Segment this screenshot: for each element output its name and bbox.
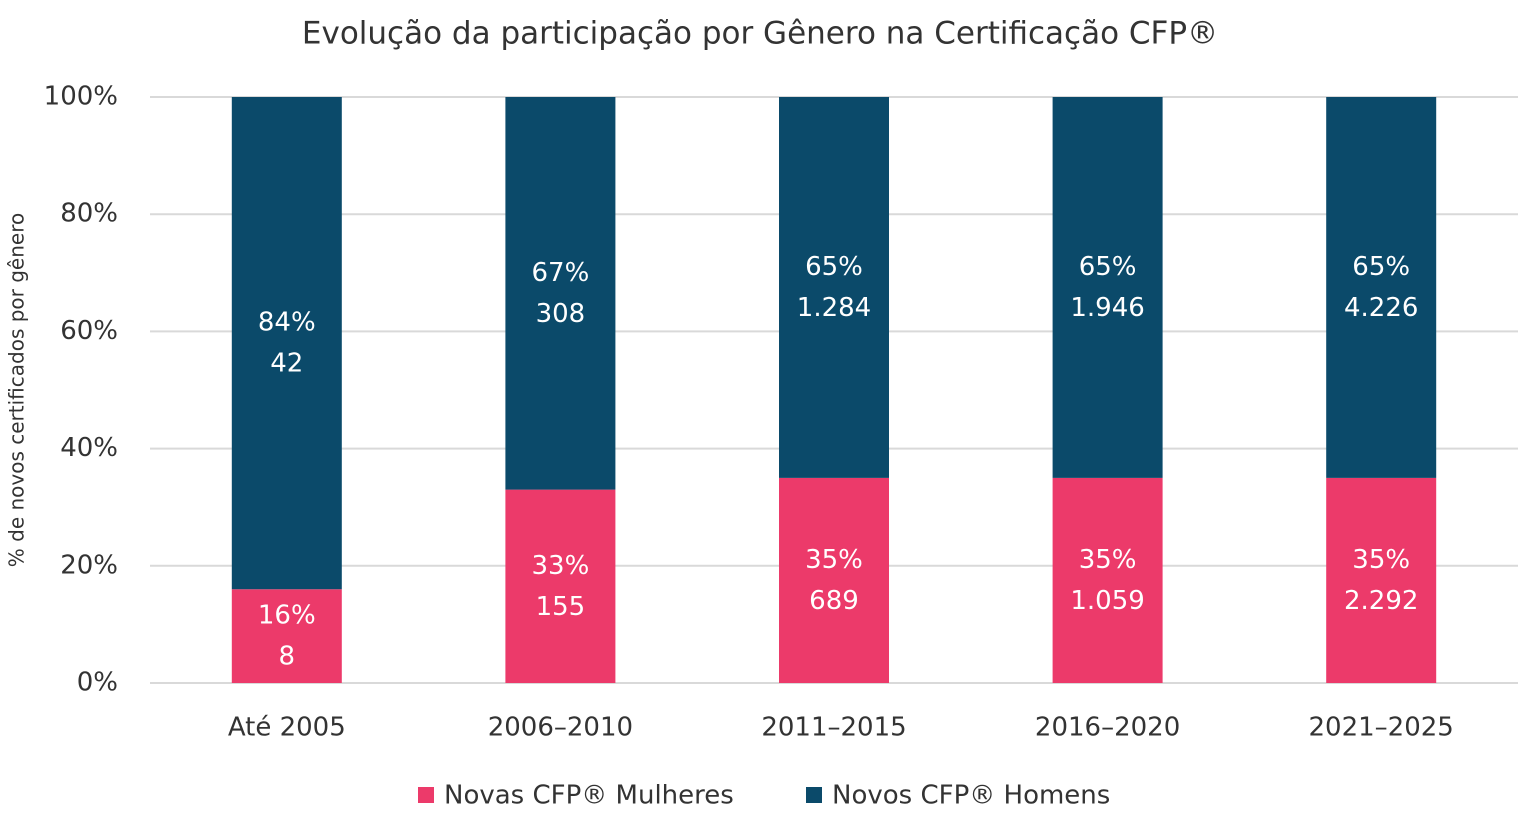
y-tick-label: 40%	[60, 433, 118, 463]
x-tick-label: Até 2005	[228, 713, 346, 743]
legend-label: Novos CFP® Homens	[832, 781, 1110, 811]
data-label: 67%	[532, 258, 590, 288]
count-label: 689	[809, 586, 859, 616]
data-label: 33%	[532, 551, 590, 581]
bar-segment	[505, 489, 616, 683]
legend-label: Novas CFP® Mulheres	[444, 781, 734, 811]
bar-segment	[1326, 97, 1437, 478]
y-tick-label: 80%	[60, 199, 118, 229]
legend-swatch	[418, 787, 434, 803]
count-label: 308	[536, 299, 586, 329]
chart-title: Evolução da participação por Gênero na C…	[302, 16, 1218, 52]
count-label: 8	[279, 642, 296, 672]
bar-segment	[779, 477, 889, 683]
count-label: 1.059	[1070, 586, 1144, 616]
bar-segment	[231, 589, 342, 683]
count-label: 2.292	[1344, 586, 1418, 616]
bar-segment	[231, 97, 342, 590]
y-tick-label: 0%	[77, 668, 118, 698]
data-label: 65%	[805, 252, 863, 282]
x-tick-label: 2016–2020	[1035, 713, 1180, 743]
count-label: 1.946	[1070, 293, 1144, 323]
y-tick-label: 100%	[44, 82, 118, 112]
bar-segment	[1052, 97, 1163, 478]
x-tick-label: 2021–2025	[1309, 713, 1454, 743]
bar-segment	[1326, 477, 1437, 683]
legend-swatch	[806, 787, 822, 803]
y-axis-label: % de novos certificados por gênero	[5, 213, 29, 567]
data-label: 35%	[805, 545, 863, 575]
data-label: 65%	[1352, 252, 1410, 282]
bar-segment	[1052, 477, 1163, 683]
data-label: 35%	[1352, 545, 1410, 575]
data-label: 16%	[258, 601, 316, 631]
count-label: 155	[536, 592, 586, 622]
count-label: 1.284	[797, 293, 871, 323]
count-label: 4.226	[1344, 293, 1418, 323]
data-label: 84%	[258, 308, 316, 338]
bar-segment	[505, 97, 616, 490]
x-tick-label: 2011–2015	[761, 713, 906, 743]
bar-segment	[779, 97, 889, 478]
count-label: 42	[270, 349, 303, 379]
data-label: 35%	[1079, 545, 1137, 575]
x-tick-label: 2006–2010	[488, 713, 633, 743]
y-tick-label: 60%	[60, 316, 118, 346]
y-tick-label: 20%	[60, 550, 118, 580]
data-label: 65%	[1079, 252, 1137, 282]
